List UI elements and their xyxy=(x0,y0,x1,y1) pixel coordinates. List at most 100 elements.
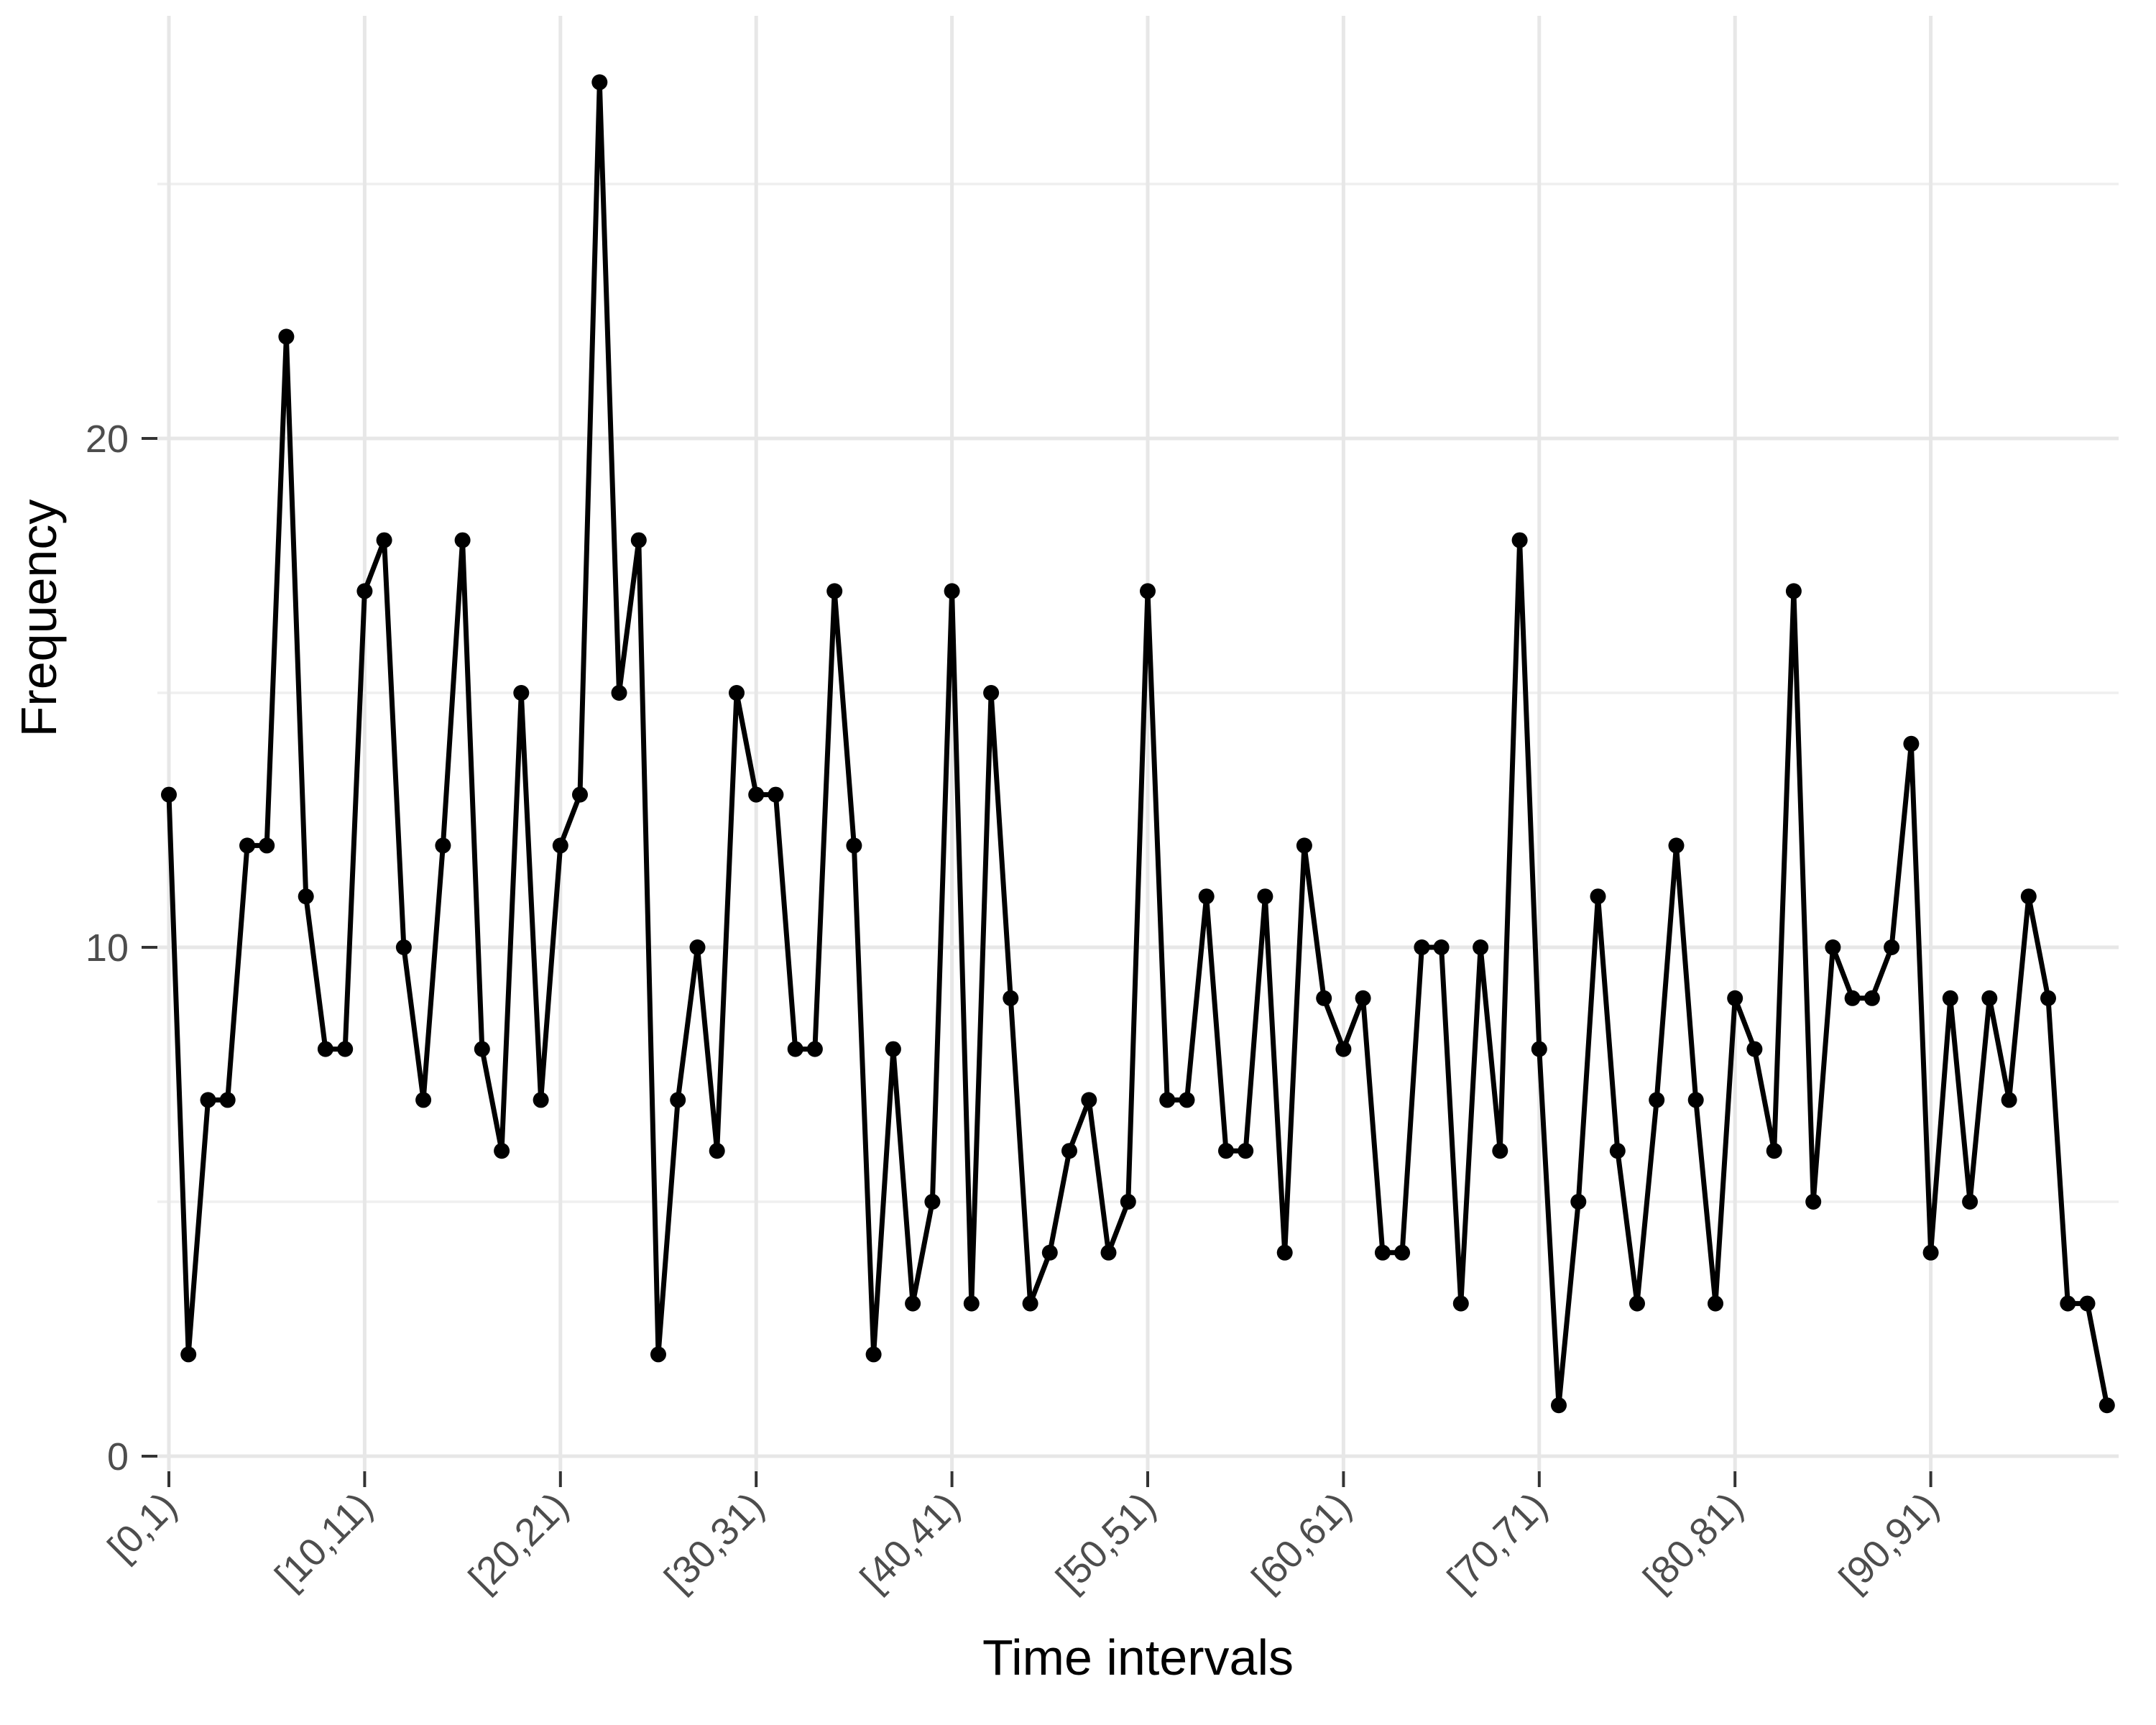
data-point xyxy=(2040,990,2056,1006)
data-point xyxy=(1962,1194,1978,1210)
data-point xyxy=(376,532,392,548)
x-tick-label: [60,61) xyxy=(1244,1484,1360,1600)
data-point xyxy=(415,1092,432,1108)
data-point xyxy=(1531,1041,1547,1057)
data-series xyxy=(161,74,2115,1414)
data-point xyxy=(1551,1397,1567,1414)
data-point xyxy=(1257,888,1273,905)
data-point xyxy=(2001,1092,2017,1108)
data-point xyxy=(1785,583,1802,599)
x-tick-label: [90,91) xyxy=(1831,1484,1947,1600)
data-point xyxy=(1198,888,1215,905)
y-axis-title: Frequency xyxy=(11,500,67,737)
y-tick-label: 10 xyxy=(86,926,129,970)
data-point xyxy=(533,1092,549,1108)
data-point xyxy=(454,532,471,548)
data-point xyxy=(709,1143,725,1159)
data-point xyxy=(689,939,706,955)
data-point xyxy=(1159,1092,1176,1108)
data-point xyxy=(768,786,784,803)
data-point xyxy=(630,532,647,548)
data-point xyxy=(1355,990,1371,1006)
data-point xyxy=(2060,1295,2076,1312)
data-point xyxy=(259,837,275,854)
data-point xyxy=(1374,1244,1391,1261)
data-point xyxy=(1120,1194,1136,1210)
data-point xyxy=(1903,735,1920,752)
data-point xyxy=(2020,888,2037,905)
data-point xyxy=(1452,1295,1469,1312)
data-point xyxy=(1590,888,1606,905)
data-point xyxy=(1668,837,1685,854)
data-point xyxy=(1414,939,1430,955)
data-point xyxy=(239,837,255,854)
data-point xyxy=(846,837,862,854)
data-point xyxy=(1179,1092,1195,1108)
data-point xyxy=(2099,1397,2115,1414)
data-point xyxy=(944,583,960,599)
data-point xyxy=(611,685,627,701)
data-point xyxy=(670,1092,686,1108)
data-point xyxy=(748,786,765,803)
data-point xyxy=(1433,939,1450,955)
data-point xyxy=(494,1143,510,1159)
x-tick-label: [70,71) xyxy=(1439,1484,1555,1600)
data-point xyxy=(1473,939,1489,955)
data-point xyxy=(729,685,745,701)
data-point xyxy=(1629,1295,1645,1312)
data-point xyxy=(298,888,314,905)
y-tick-label: 0 xyxy=(107,1435,129,1478)
x-tick-label: [10,11) xyxy=(267,1484,380,1598)
data-point xyxy=(1687,1092,1704,1108)
data-point xyxy=(1296,837,1312,854)
axis-tick-marks xyxy=(142,437,1932,1487)
x-axis-title: Time intervals xyxy=(982,1629,1294,1685)
data-point xyxy=(1942,990,1958,1006)
x-tick-labels: [0,1) [10,11) [20,21) [30,31) [40,41) [50,51)… xyxy=(100,1484,1947,1600)
data-point xyxy=(1100,1244,1117,1261)
data-point xyxy=(1825,939,1841,955)
data-point xyxy=(356,583,373,599)
data-point xyxy=(1746,1041,1763,1057)
x-tick-label: [80,81) xyxy=(1635,1484,1751,1600)
data-point xyxy=(650,1346,666,1363)
data-point xyxy=(219,1092,236,1108)
data-point xyxy=(1922,1244,1939,1261)
data-point xyxy=(1140,583,1156,599)
data-point xyxy=(552,837,568,854)
x-tick-label: [30,31) xyxy=(656,1484,772,1600)
data-point xyxy=(1394,1244,1411,1261)
data-point xyxy=(865,1346,882,1363)
data-point xyxy=(200,1092,216,1108)
x-tick-label: [40,41) xyxy=(852,1484,968,1600)
data-point xyxy=(435,837,451,854)
data-point xyxy=(905,1295,921,1312)
data-point xyxy=(787,1041,803,1057)
data-point xyxy=(983,685,1000,701)
data-point xyxy=(1061,1143,1077,1159)
y-tick-label: 20 xyxy=(86,418,129,461)
data-point xyxy=(1492,1143,1508,1159)
data-point xyxy=(1276,1244,1293,1261)
data-point xyxy=(1727,990,1743,1006)
data-point xyxy=(161,786,177,803)
data-point xyxy=(513,685,530,701)
data-point xyxy=(1335,1041,1352,1057)
data-point xyxy=(2079,1295,2096,1312)
data-point xyxy=(885,1041,901,1057)
data-point xyxy=(337,1041,354,1057)
data-point xyxy=(1218,1143,1234,1159)
x-tick-label: [50,51) xyxy=(1048,1484,1164,1600)
frequency-line xyxy=(166,79,2110,1408)
data-point xyxy=(1766,1143,1782,1159)
data-point xyxy=(1511,532,1528,548)
data-point xyxy=(395,939,412,955)
data-point xyxy=(1864,990,1880,1006)
data-point xyxy=(572,786,588,803)
data-point xyxy=(474,1041,490,1057)
data-point xyxy=(180,1346,197,1363)
data-point xyxy=(1238,1143,1254,1159)
x-tick-label: [0,1) xyxy=(100,1484,185,1570)
